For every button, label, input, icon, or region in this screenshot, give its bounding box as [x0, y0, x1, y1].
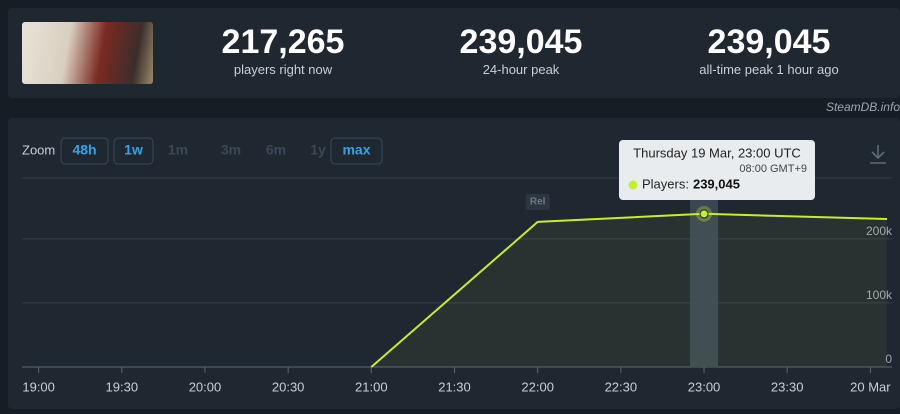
- y-tick-label: 100k: [866, 288, 893, 302]
- stats-card: 217,265 players right now 239,045 24-hour …: [8, 8, 900, 98]
- annotation-flag: [525, 194, 550, 210]
- stat-label: all-time peak 1 hour ago: [699, 62, 839, 77]
- x-tick-label: 19:30: [106, 379, 139, 394]
- tooltip-swatch: [628, 180, 638, 190]
- zoom-button-frame: [330, 137, 383, 165]
- game-image: [22, 22, 153, 84]
- stat-value: 239,045: [459, 23, 583, 61]
- x-tick-label: 23:00: [688, 379, 721, 394]
- watermark: SteamDB.info: [825, 100, 900, 114]
- zoom-button[interactable]: max: [330, 137, 383, 165]
- stat: 239,045 24-hour peak: [411, 22, 631, 78]
- zoom-button-label: 1m: [168, 142, 188, 158]
- stat-value: 217,265: [221, 23, 345, 61]
- x-tick-label: 21:30: [438, 379, 471, 394]
- zoom-button-label: 6m: [266, 142, 286, 158]
- y-tick-label: 200k: [866, 224, 893, 238]
- zoom-button-label: 3m: [221, 142, 241, 158]
- zoom-button-label: 1w: [124, 142, 143, 158]
- x-tick-label: 22:00: [521, 379, 554, 394]
- zoom-button-frame: [60, 137, 109, 165]
- tooltip-value: 239,045: [693, 176, 740, 191]
- tooltip-subtitle: 08:00 GMT+9: [739, 163, 807, 175]
- tooltip-box: [619, 140, 815, 200]
- x-tick-label: 19:00: [22, 379, 55, 394]
- line: [370, 212, 888, 368]
- tooltip-title: Thursday 19 Mar, 23:00 UTC: [633, 145, 801, 160]
- download-icon[interactable]: [870, 145, 886, 164]
- tooltip-label: Players:: [642, 176, 689, 191]
- zoom-button-frame: [113, 137, 154, 165]
- x-tick-label: 20:30: [272, 379, 305, 394]
- stat: 217,265 players right now: [173, 22, 393, 78]
- zoom-button-label: max: [342, 142, 370, 158]
- stat-label: 24-hour peak: [482, 62, 560, 77]
- x-tick-label: 23:30: [771, 379, 804, 394]
- stat-label: players right now: [233, 62, 333, 77]
- zoom-button-label: 48h: [72, 142, 96, 158]
- hover-point: [699, 209, 709, 219]
- x-tick-label: 20 Mar: [850, 379, 891, 394]
- chart-card: Zoom 48h 1w 1m 3m 6m 1y max 0 100k 200k 19:00 19:30…: [8, 118, 900, 409]
- zoom-button-label: 1y: [310, 142, 326, 158]
- tooltip: Thursday 19 Mar, 23:00 UTC 08:00 GMT+9 Pla…: [619, 140, 815, 200]
- chart: Zoom 48h 1w 1m 3m 6m 1y max 0 100k 200k 19:00 19:30…: [22, 137, 893, 394]
- zoom-button: 1y: [310, 142, 326, 158]
- stat: 239,045 all-time peak 1 hour ago: [659, 22, 879, 78]
- stat-value: 239,045: [707, 23, 831, 61]
- zoom-button: 1m: [168, 142, 188, 158]
- x-tick-label: 22:30: [605, 379, 638, 394]
- zoom-button[interactable]: 1w: [113, 137, 154, 165]
- area: [371, 213, 888, 367]
- zoom-button[interactable]: 48h: [60, 137, 109, 165]
- x-tick-label: 20:00: [189, 379, 222, 394]
- download-glyph: [870, 145, 886, 164]
- zoom-button: 3m: [221, 142, 241, 158]
- zoom-label: Zoom: [22, 142, 55, 157]
- annotation-label: Rel: [530, 197, 546, 208]
- y-tick-label: 0: [885, 352, 892, 366]
- x-tick-label: 21:00: [355, 379, 388, 394]
- zoom-button: 6m: [266, 142, 286, 158]
